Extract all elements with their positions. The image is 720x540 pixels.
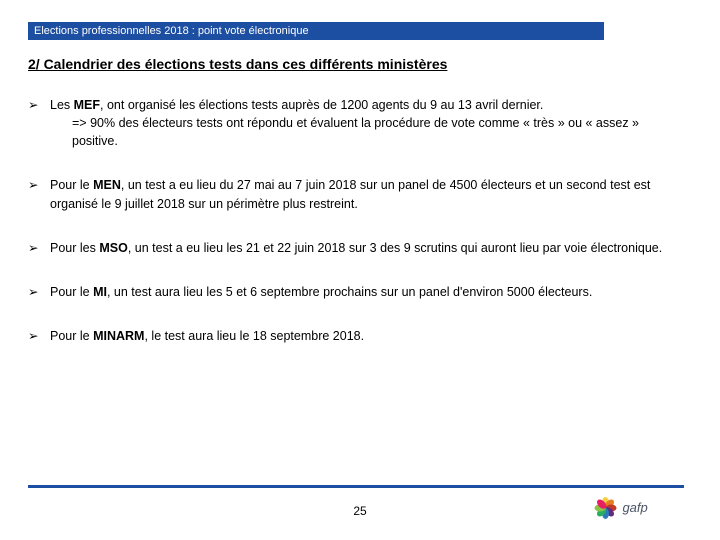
bullet-text: Pour les MSO, un test a eu lieu les 21 e… [50,239,684,257]
section-subtitle: 2/ Calendrier des élections tests dans c… [28,56,447,72]
footer-divider [28,485,684,488]
logo-text: gafp [622,500,647,515]
bullet-item: ➢Les MEF, ont organisé les élections tes… [28,96,684,150]
bullet-marker-icon: ➢ [28,327,50,345]
bullet-item: ➢Pour le MINARM, le test aura lieu le 18… [28,327,684,345]
bullet-marker-icon: ➢ [28,176,50,212]
bullet-marker-icon: ➢ [28,239,50,257]
bullet-text: Pour le MI, un test aura lieu les 5 et 6… [50,283,684,301]
slide: Elections professionnelles 2018 : point … [0,0,720,540]
bullet-item: ➢Pour le MEN, un test a eu lieu du 27 ma… [28,176,684,212]
bullet-text: Pour le MINARM, le test aura lieu le 18 … [50,327,684,345]
bullet-item: ➢Pour les MSO, un test a eu lieu les 21 … [28,239,684,257]
bullet-marker-icon: ➢ [28,283,50,301]
bullet-item: ➢Pour le MI, un test aura lieu les 5 et … [28,283,684,301]
bullet-text: Les MEF, ont organisé les élections test… [50,96,684,150]
title-bar: Elections professionnelles 2018 : point … [28,22,604,40]
bullet-text: Pour le MEN, un test a eu lieu du 27 mai… [50,176,684,212]
logo-dgafp: gafp [590,494,686,520]
logo-flower-icon [590,494,620,520]
bullet-marker-icon: ➢ [28,96,50,150]
content-area: ➢Les MEF, ont organisé les élections tes… [28,96,684,345]
